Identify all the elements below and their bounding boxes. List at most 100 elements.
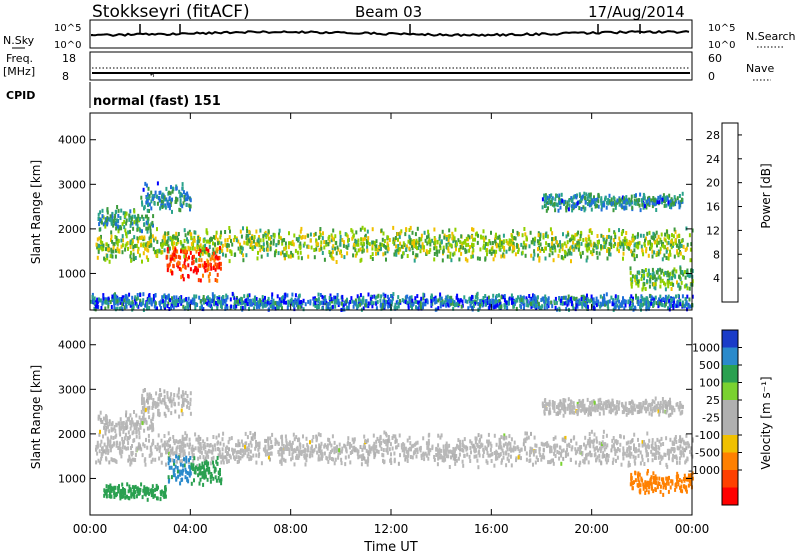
echo-cell xyxy=(360,237,363,242)
echo-cell xyxy=(641,269,644,273)
echo-cell xyxy=(192,238,195,243)
echo-cell xyxy=(192,447,195,452)
echo-cell xyxy=(290,297,293,302)
echo-cell xyxy=(397,244,400,248)
echo-cell xyxy=(167,231,170,236)
echo-cell xyxy=(411,246,414,251)
echo-cell xyxy=(614,294,617,299)
echo-cell xyxy=(605,205,608,210)
echo-cell xyxy=(677,246,680,250)
echo-cell xyxy=(333,446,336,451)
echo-cell xyxy=(576,449,578,454)
echo-cell xyxy=(639,461,642,466)
echo-cell xyxy=(139,235,141,240)
echo-cell xyxy=(112,223,115,228)
echo-cell xyxy=(656,437,659,442)
echo-cell xyxy=(671,233,673,238)
echo-cell xyxy=(379,242,382,247)
echo-cell xyxy=(678,439,681,443)
echo-cell xyxy=(104,306,107,311)
echo-cell xyxy=(603,447,606,452)
echo-cell xyxy=(169,254,172,259)
echo-cell xyxy=(320,244,322,249)
echo-cell xyxy=(583,191,586,196)
echo-cell xyxy=(523,243,526,248)
echo-cell xyxy=(283,256,286,261)
echo-cell xyxy=(118,441,121,446)
echo-cell xyxy=(128,217,131,222)
echo-cell xyxy=(101,243,103,248)
echo-cell xyxy=(297,255,300,260)
echo-cell xyxy=(344,462,347,467)
echo-cell xyxy=(678,446,681,451)
echo-cell xyxy=(319,293,322,297)
echo-cell xyxy=(159,206,162,211)
echo-cell xyxy=(505,463,508,468)
echo-cell xyxy=(325,242,328,247)
echo-cell xyxy=(188,229,191,234)
echo-cell xyxy=(509,442,512,447)
echo-cell xyxy=(424,299,427,303)
echo-cell xyxy=(625,231,628,235)
echo-cell xyxy=(123,445,126,450)
echo-cell xyxy=(566,299,569,304)
echo-cell xyxy=(463,295,466,300)
echo-cell xyxy=(416,447,419,452)
echo-cell xyxy=(649,277,652,282)
echo-cell xyxy=(610,235,613,240)
echo-cell xyxy=(496,456,499,461)
echo-cell xyxy=(98,243,100,248)
echo-cell xyxy=(224,230,227,234)
echo-cell xyxy=(644,287,647,291)
echo-cell xyxy=(164,303,166,308)
echo-cell xyxy=(102,215,105,220)
echo-cell xyxy=(197,278,200,283)
echo-cell xyxy=(446,302,449,307)
echo-cell xyxy=(622,456,625,461)
y-tick-label: 4000 xyxy=(58,134,86,147)
echo-cell xyxy=(354,253,357,258)
echo-cell xyxy=(483,237,486,242)
echo-cell xyxy=(288,448,291,452)
echo-cell xyxy=(210,266,213,271)
echo-cell xyxy=(671,457,674,462)
echo-cell xyxy=(110,230,113,235)
echo-cell xyxy=(595,250,598,255)
echo-cell xyxy=(250,302,253,307)
echo-cell xyxy=(407,301,410,306)
echo-cell xyxy=(284,434,287,439)
echo-cell xyxy=(158,456,161,461)
echo-cell xyxy=(604,442,607,447)
echo-cell xyxy=(163,195,166,200)
echo-cell xyxy=(320,246,323,251)
echo-cell xyxy=(634,201,637,206)
echo-cell xyxy=(318,449,321,454)
echo-cell xyxy=(409,300,412,304)
echo-cell xyxy=(607,201,610,206)
echo-cell xyxy=(246,229,249,233)
echo-cell xyxy=(488,249,491,254)
echo-cell xyxy=(210,304,213,309)
echo-cell xyxy=(525,243,528,248)
echo-cell xyxy=(106,210,109,215)
echo-cell xyxy=(409,303,412,308)
echo-cell xyxy=(672,241,675,246)
echo-cell xyxy=(96,304,99,309)
echo-cell xyxy=(149,235,152,239)
echo-cell xyxy=(276,294,279,299)
echo-cell xyxy=(492,293,495,298)
echo-cell xyxy=(641,248,644,253)
echo-cell xyxy=(661,257,664,262)
echo-cell xyxy=(233,455,235,460)
echo-cell xyxy=(416,450,419,454)
echo-cell xyxy=(216,247,219,252)
echo-cell xyxy=(613,302,616,307)
echo-cell xyxy=(421,242,424,247)
echo-cell xyxy=(570,458,572,462)
echo-cell xyxy=(668,298,671,303)
echo-cell xyxy=(120,244,123,249)
echo-cell xyxy=(254,302,257,307)
echo-cell xyxy=(363,443,366,448)
echo-cell xyxy=(574,307,577,312)
echo-cell xyxy=(143,222,146,227)
